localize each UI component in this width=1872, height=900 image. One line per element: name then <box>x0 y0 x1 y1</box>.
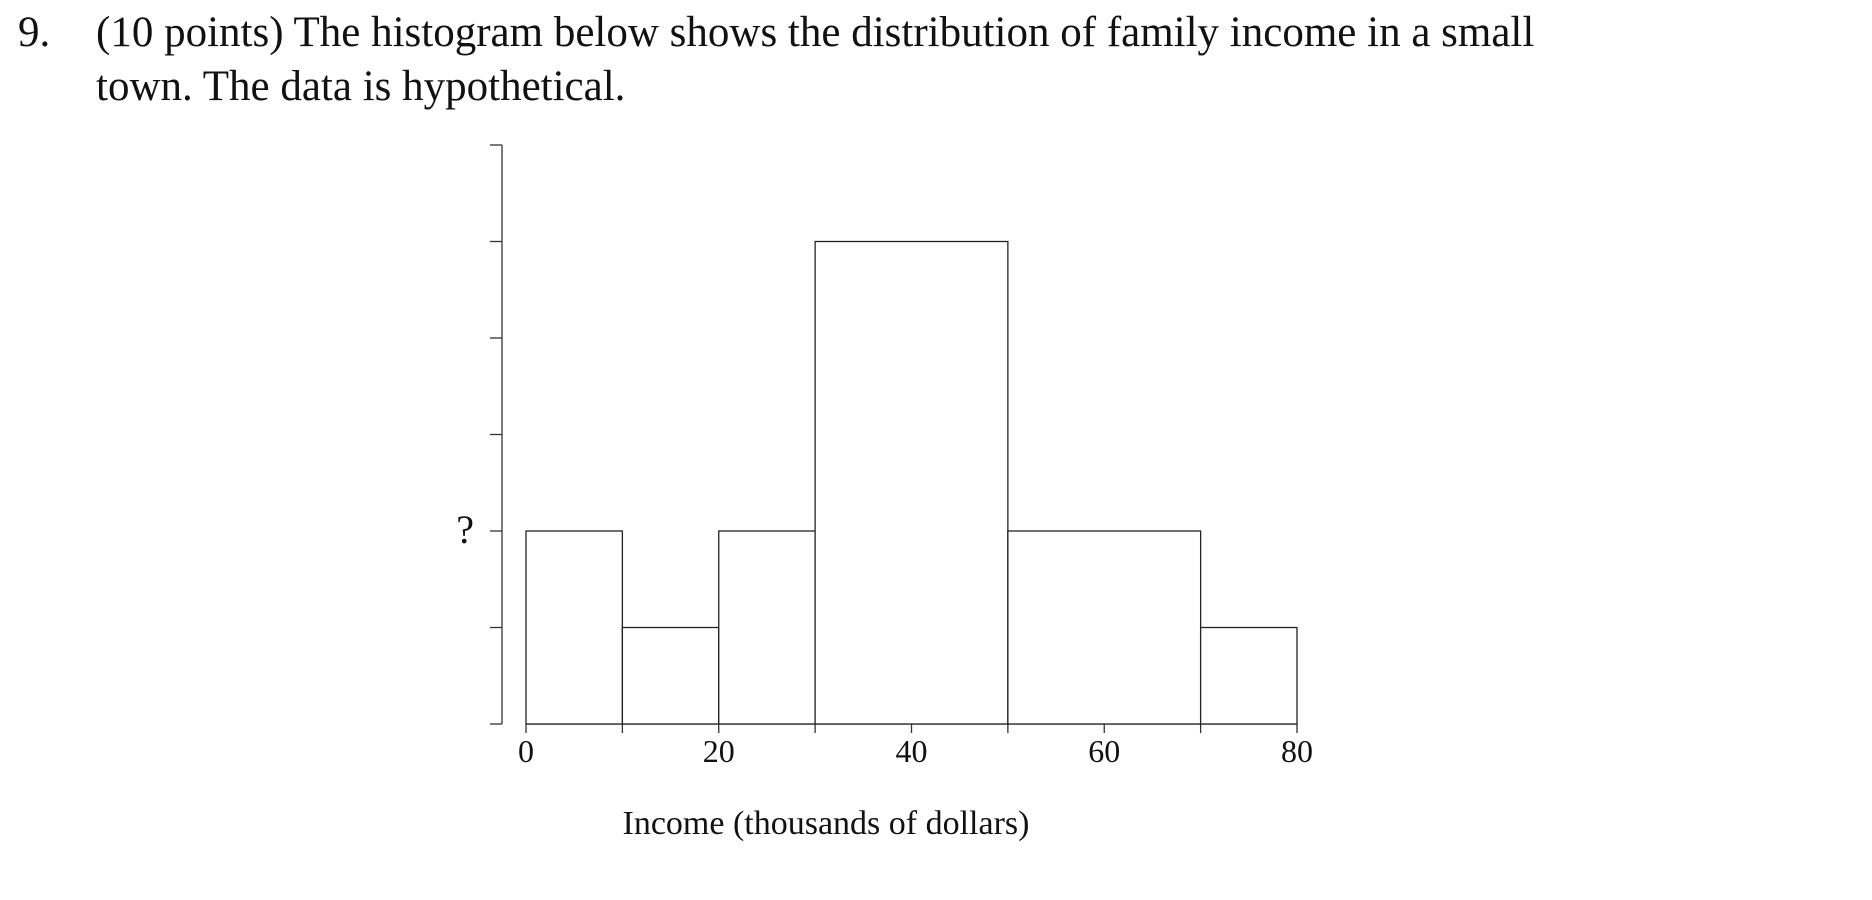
bar <box>814 240 1009 725</box>
x-tick-label: 60 <box>1088 733 1120 769</box>
bar <box>718 530 816 725</box>
x-tick-label: 0 <box>518 733 534 769</box>
question-line: (10 points) The histogram below shows th… <box>96 9 1535 56</box>
x-tick-label: 20 <box>703 733 735 769</box>
x-axis-label: Income (thousands of dollars) <box>623 805 1030 842</box>
question-number: 9. <box>18 9 51 56</box>
bar <box>525 530 624 725</box>
bar <box>621 626 720 725</box>
x-tick-label: 80 <box>1281 733 1313 769</box>
y-tick-label: ? <box>456 507 474 552</box>
bar <box>1199 626 1298 725</box>
x-tick-label: 40 <box>896 733 928 769</box>
bar <box>1007 530 1202 725</box>
question-line: town. The data is hypothetical. <box>96 63 626 110</box>
